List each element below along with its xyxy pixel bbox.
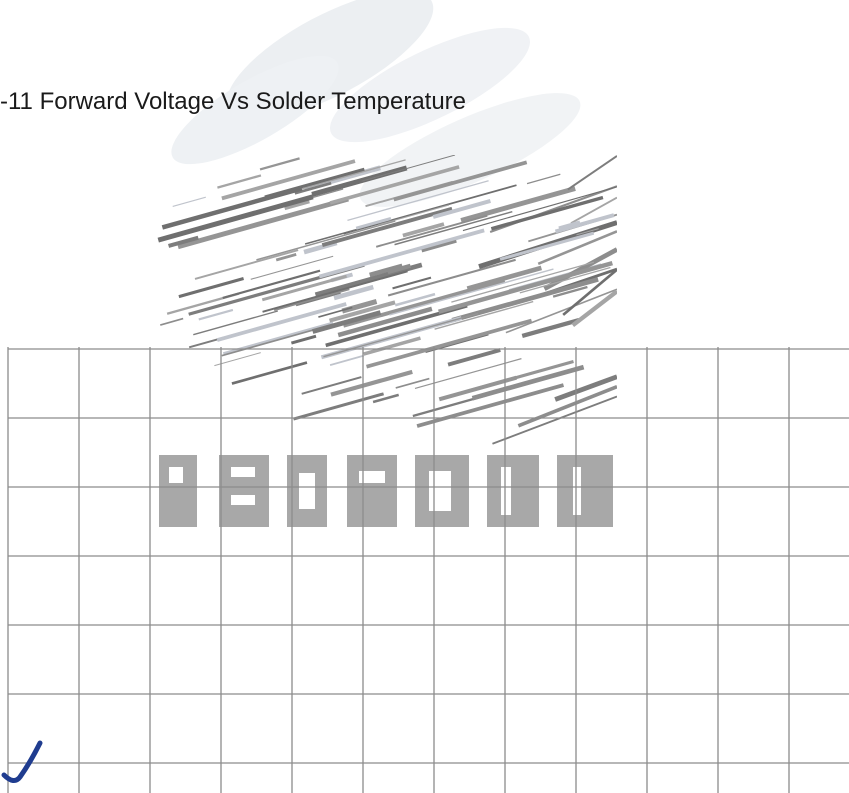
logo-stripe: [369, 263, 403, 278]
logo-stripe: [471, 364, 585, 401]
curve-stroke-icon: [1, 740, 43, 783]
logo-stripe: [293, 392, 384, 421]
logo-stripe: [301, 376, 362, 395]
logo-stripe: [193, 310, 278, 336]
logo-stripe: [214, 352, 261, 367]
logo-stripe: [537, 230, 617, 266]
logo-stripe: [421, 239, 457, 253]
logo-stripe: [521, 318, 580, 339]
logo-stripe: [347, 180, 489, 221]
logo-stripe: [342, 278, 506, 328]
logo-stripe: [330, 369, 413, 397]
logo-stripe: [558, 220, 581, 229]
logo-stripe: [466, 265, 542, 291]
logo-stripe: [222, 269, 321, 299]
logo-stripe: [460, 186, 576, 223]
logo-stripe: [570, 196, 617, 224]
logo-stripe: [462, 186, 617, 232]
logo-stripe: [217, 174, 262, 189]
logo-stripe: [304, 165, 381, 192]
logo-stripe: [312, 310, 382, 334]
logo-stripe: [517, 385, 617, 428]
logo-stripe: [394, 292, 436, 307]
logo-stripe: [490, 195, 604, 231]
logo-stripe: [250, 255, 334, 280]
logo-stripe: [318, 228, 485, 279]
logo-stripes: [157, 155, 617, 445]
logo-stripe: [395, 377, 430, 389]
logo-stripe: [337, 306, 433, 338]
logo-stripe: [256, 220, 396, 261]
logo-stripe: [311, 165, 408, 197]
manufacturer-logo: [157, 155, 617, 527]
logo-stripe: [519, 266, 611, 294]
logo-stripe: [286, 159, 406, 194]
logo-stripe: [160, 317, 184, 326]
logo-stripe: [333, 284, 374, 301]
logo-stripe: [284, 199, 310, 211]
logo-stripe: [329, 354, 365, 366]
logo-stripe: [375, 214, 488, 248]
logo-stripe: [294, 181, 332, 195]
logo-stripe: [366, 318, 533, 369]
logo-stripe: [328, 300, 396, 323]
logo-stripe: [372, 393, 400, 404]
logo-stripe: [157, 194, 314, 243]
logo-stripe: [526, 173, 561, 185]
logo-stripe: [273, 288, 350, 312]
logo-stripe: [562, 268, 617, 316]
logo-stripe: [198, 308, 234, 321]
logo-stripe: [393, 160, 528, 202]
logo-stripe: [221, 159, 356, 201]
grid-lines: [7, 347, 849, 793]
logo-stripe: [304, 223, 377, 245]
logo-stripe: [451, 261, 595, 303]
logo-stripe: [194, 249, 299, 280]
logo-stripe: [499, 231, 595, 261]
logo-stripe: [361, 155, 456, 182]
logo-stripe: [438, 375, 517, 402]
logo-stripe: [389, 268, 554, 316]
logo-stripe: [505, 288, 617, 334]
logo-stripe: [387, 258, 516, 297]
logo-stripe: [402, 222, 445, 238]
logo-stripe: [552, 285, 588, 298]
logo-stripe: [290, 334, 317, 345]
logo-stripe: [414, 358, 522, 390]
logo-stripe: [262, 270, 408, 313]
logo-stripe: [392, 276, 432, 290]
logo-stripe: [355, 216, 392, 230]
logo-stripe: [363, 336, 421, 356]
logo-stripe: [554, 374, 617, 402]
logo-stripe: [168, 235, 199, 248]
chart-grid: [7, 347, 849, 793]
logo-stripe: [571, 289, 617, 328]
logo-stripe: [178, 277, 244, 299]
logo-stripe: [438, 260, 613, 314]
logo-stripe: [231, 361, 308, 385]
logo-stripe: [216, 302, 347, 342]
logo-stripe: [172, 196, 206, 207]
logo-stripe: [321, 206, 453, 247]
logo-stripe: [259, 157, 300, 171]
logo-stripe: [314, 262, 423, 297]
logo-stripe: [275, 253, 297, 262]
logo-stripe: [492, 395, 617, 445]
logo-stripe: [432, 199, 491, 219]
logo-stripe: [261, 274, 347, 302]
logo-stripe: [554, 213, 615, 234]
logo-stripe: [378, 204, 450, 226]
logo-stripe: [387, 263, 412, 275]
logo-stripe: [447, 348, 501, 367]
chart-title: -11 Forward Voltage Vs Solder Temperatur…: [0, 88, 467, 115]
logo-stripe: [567, 155, 617, 191]
logo-stripe: [434, 300, 534, 330]
logo-stripe: [394, 210, 513, 246]
logo-stripe: [576, 228, 599, 236]
logo-stripe: [161, 186, 303, 230]
logo-stripe: [329, 165, 460, 205]
logo-stripe: [318, 306, 353, 318]
logo-stripe: [177, 196, 349, 250]
logo-stripe: [416, 383, 565, 428]
